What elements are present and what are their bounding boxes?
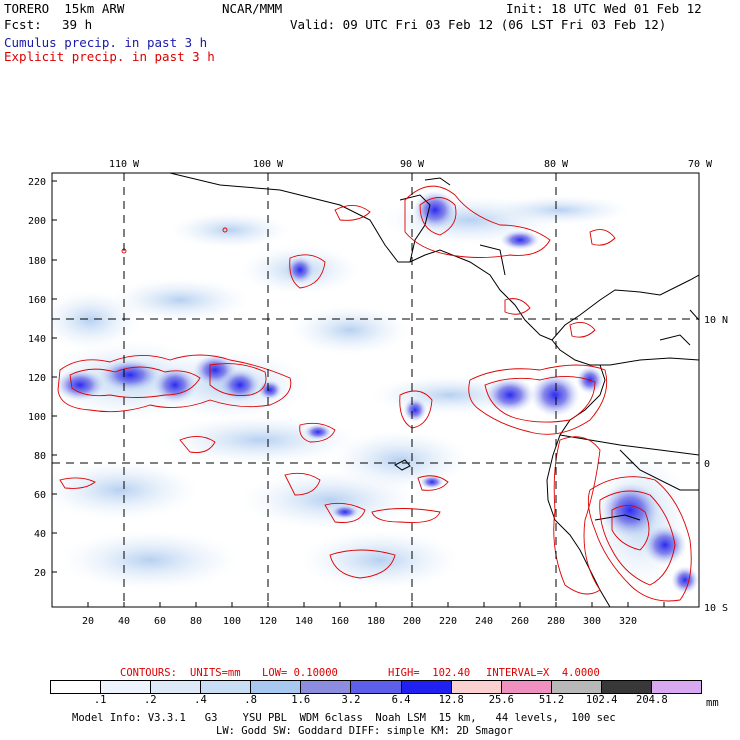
model-name: TORERO 15km ARW (4, 1, 125, 16)
fcst-hours: 39 h (62, 17, 93, 32)
bottom-axis-label: 240 (475, 616, 493, 627)
fcst-label: Fcst: (4, 17, 42, 32)
left-axis-label: 80 (34, 451, 46, 462)
legend-color-cell (401, 681, 452, 693)
legend-color-cell (201, 681, 252, 693)
lat-lon-grid (52, 173, 699, 607)
institution: NCAR/MMM (222, 1, 283, 16)
legend-tick-label: .8 (244, 694, 257, 706)
bottom-axis-label: 160 (331, 616, 349, 627)
contours-low: LOW= 0.10000 (262, 667, 338, 679)
bottom-axis-label: 40 (118, 616, 130, 627)
bottom-axis-label: 180 (367, 616, 385, 627)
legend-tick-label: 204.8 (636, 694, 668, 706)
color-legend (50, 680, 702, 694)
legend-color-cell (551, 681, 602, 693)
left-axis-label: 180 (28, 256, 46, 267)
right-axis-label: 0 (704, 459, 710, 470)
legend-tick-label: 51.2 (538, 694, 565, 706)
bottom-axis-label: 300 (583, 616, 601, 627)
right-axis-label: 10 N (704, 315, 728, 326)
contours-high: HIGH= 102.40 (388, 667, 471, 679)
init-time: Init: 18 UTC Wed 01 Feb 12 (506, 1, 702, 16)
legend-tick-label: 3.2 (341, 694, 361, 706)
legend-color-cell (101, 681, 152, 693)
explicit-legend-label: Explicit precip. in past 3 h (4, 49, 215, 64)
legend-tick-label: 102.4 (585, 694, 618, 706)
top-axis-label: 100 W (253, 159, 284, 170)
left-axis-label: 200 (28, 216, 46, 227)
bottom-axis-label: 200 (403, 616, 421, 627)
top-axis-label: 80 W (544, 159, 569, 170)
top-axis-label: 110 W (109, 159, 140, 170)
bottom-axis-label: 260 (511, 616, 529, 627)
legend-tick-label: 12.8 (438, 694, 464, 706)
bottom-axis-label: 80 (190, 616, 202, 627)
legend-color-cell (501, 681, 552, 693)
legend-color-cell (151, 681, 202, 693)
coastlines (169, 173, 699, 607)
top-axis-label: 90 W (400, 159, 425, 170)
bottom-axis-label: 100 (223, 616, 241, 627)
physics-info: LW: Godd SW: Goddard DIFF: simple KM: 2D… (216, 725, 514, 737)
bottom-axis-label: 280 (547, 616, 565, 627)
cumulus-cores (55, 190, 699, 594)
legend-color-cell (351, 681, 402, 693)
legend-color-cell (51, 681, 102, 693)
bottom-axis-label: 320 (619, 616, 637, 627)
contours-units: UNITS=mm (190, 667, 241, 679)
left-axis-label: 140 (28, 334, 46, 345)
bottom-axis-label: 220 (439, 616, 457, 627)
bottom-axis-label: 140 (295, 616, 313, 627)
legend-color-cell (451, 681, 502, 693)
legend-tick-label: 25.6 (488, 694, 515, 706)
contours-interval: INTERVAL=X 4.0000 (486, 667, 600, 679)
legend-tick-label: .2 (143, 694, 157, 706)
explicit-contours (57, 185, 692, 602)
left-axis-label: 40 (34, 529, 46, 540)
left-axis-label: 220 (28, 177, 46, 188)
legend-color-cell (651, 681, 702, 693)
bottom-axis-label: 120 (259, 616, 277, 627)
axis-ticks (52, 180, 665, 607)
bottom-axis-label: 60 (154, 616, 166, 627)
left-axis-label: 20 (34, 568, 46, 579)
legend-tick-label: 1.6 (291, 694, 311, 706)
valid-time: Valid: 09 UTC Fri 03 Feb 12 (06 LST Fri … (290, 17, 667, 32)
legend-unit: mm (706, 697, 719, 709)
left-axis-label: 120 (28, 373, 46, 384)
left-axis-label: 160 (28, 295, 46, 306)
right-axis-label: 10 S (704, 603, 728, 614)
top-axis-label: 70 W (688, 159, 713, 170)
left-axis-label: 60 (34, 490, 46, 501)
bottom-axis-label: 20 (82, 616, 94, 627)
left-axis-label: 100 (28, 412, 46, 423)
legend-tick-label: 6.4 (391, 694, 411, 706)
legend-color-cell (251, 681, 302, 693)
contours-label: CONTOURS: (120, 667, 177, 679)
model-info: Model Info: V3.3.1 G3 YSU PBL WDM 6class… (72, 712, 616, 724)
legend-tick-label: .4 (194, 694, 207, 706)
legend-tick-label: .1 (93, 694, 107, 706)
cumulus-legend-label: Cumulus precip. in past 3 h (4, 35, 208, 50)
legend-color-cell (301, 681, 352, 693)
legend-color-cell (601, 681, 652, 693)
